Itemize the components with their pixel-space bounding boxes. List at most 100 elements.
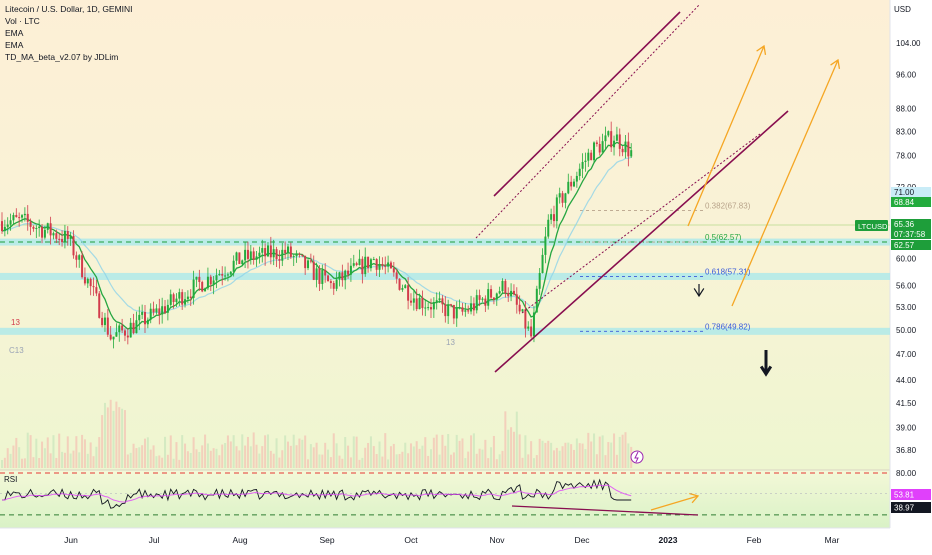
indicator-volume[interactable]: Vol · LTC	[5, 16, 40, 26]
candle	[135, 320, 138, 334]
volume-bar	[78, 452, 81, 468]
candle	[604, 135, 607, 142]
candle	[624, 141, 627, 153]
candle	[375, 259, 378, 270]
volume-bar	[86, 453, 89, 468]
rsi-bullish-arrow-head	[689, 492, 700, 504]
support-zone-middle	[0, 272, 890, 280]
price-tick-label: 60.00	[896, 254, 917, 263]
price-tick-label: 78.00	[896, 152, 917, 161]
candle	[238, 252, 241, 264]
volume-bar	[312, 447, 315, 468]
volume-bar	[547, 440, 550, 468]
candle	[129, 322, 132, 338]
candle	[504, 280, 507, 294]
candle	[249, 251, 252, 259]
volume-bar	[15, 437, 18, 468]
candle	[352, 263, 355, 266]
chart-title: Litecoin / U.S. Dollar, 1D, GEMINI	[5, 4, 133, 14]
volume-bar	[83, 439, 86, 468]
candle	[387, 262, 390, 267]
candle	[618, 134, 621, 149]
candle	[141, 312, 144, 315]
rsi-tick-label: 80.00	[896, 469, 917, 478]
volume-bar	[178, 459, 181, 468]
volume-bar	[61, 451, 64, 468]
volume-bar	[347, 445, 350, 468]
volume-bar	[186, 451, 189, 468]
price-badge-text: 62.57	[894, 241, 915, 250]
volume-bar	[212, 448, 215, 468]
indicator-td-ma[interactable]: TD_MA_beta_v2.07 by JDLim	[5, 52, 119, 62]
candle	[615, 134, 618, 141]
candle	[41, 226, 44, 238]
volume-bar	[578, 443, 581, 468]
volume-bar	[304, 435, 307, 468]
candle	[9, 220, 12, 225]
candle	[567, 181, 570, 194]
volume-bar	[450, 454, 453, 468]
candle	[261, 248, 264, 253]
candle	[561, 193, 564, 203]
candle	[152, 308, 155, 313]
volume-bar	[610, 442, 613, 468]
volume-bar	[292, 434, 295, 468]
volume-bar	[89, 442, 92, 468]
indicator-ema-2[interactable]: EMA	[5, 40, 24, 50]
channel-mid-dotted-line	[475, 3, 701, 239]
candle	[441, 298, 444, 305]
price-badge	[891, 219, 931, 229]
indicator-ema-1[interactable]: EMA	[5, 28, 24, 38]
candle	[72, 235, 75, 256]
td-marker-13-oct: 13	[446, 338, 455, 347]
volume-bar	[172, 458, 175, 468]
volume-bar	[512, 431, 515, 468]
volume-bar	[515, 411, 518, 468]
volume-bar	[352, 436, 355, 468]
volume-bar	[35, 438, 38, 468]
candle	[155, 308, 158, 313]
candle	[178, 292, 181, 299]
volume-bar	[498, 454, 501, 468]
volume-bar	[284, 435, 287, 468]
volume-bar	[535, 455, 538, 468]
candle	[481, 298, 484, 300]
volume-bar	[101, 415, 104, 468]
volume-bar	[329, 457, 332, 468]
volume-bar	[266, 434, 269, 468]
volume-bar	[389, 446, 392, 468]
volume-bar	[481, 449, 484, 468]
volume-bar	[344, 437, 347, 468]
volume-bar	[307, 459, 310, 468]
candle	[232, 260, 235, 272]
volume-bar	[224, 443, 227, 468]
price-tick-label: 41.50	[896, 399, 917, 408]
rsi-ma-line	[2, 484, 632, 503]
candle	[226, 274, 229, 276]
candle	[269, 245, 272, 258]
candle	[564, 193, 567, 203]
candle	[272, 249, 275, 258]
candle	[364, 256, 367, 275]
volume-bar	[558, 450, 561, 468]
candle	[109, 334, 112, 340]
candle	[544, 236, 547, 255]
candle	[452, 305, 455, 319]
volume-bar	[287, 441, 289, 468]
volume-bar	[315, 442, 318, 468]
price-tick-label: 44.00	[896, 376, 917, 385]
volume-bar	[510, 427, 513, 468]
candle	[146, 319, 149, 325]
candle	[309, 260, 312, 262]
candle	[450, 304, 453, 306]
volume-bar	[58, 433, 61, 468]
volume-bar	[204, 434, 207, 468]
candle	[435, 300, 438, 303]
candle	[507, 293, 510, 297]
candle	[32, 226, 35, 229]
candle	[246, 249, 249, 259]
volume-bar	[369, 436, 372, 468]
candle	[335, 279, 338, 289]
